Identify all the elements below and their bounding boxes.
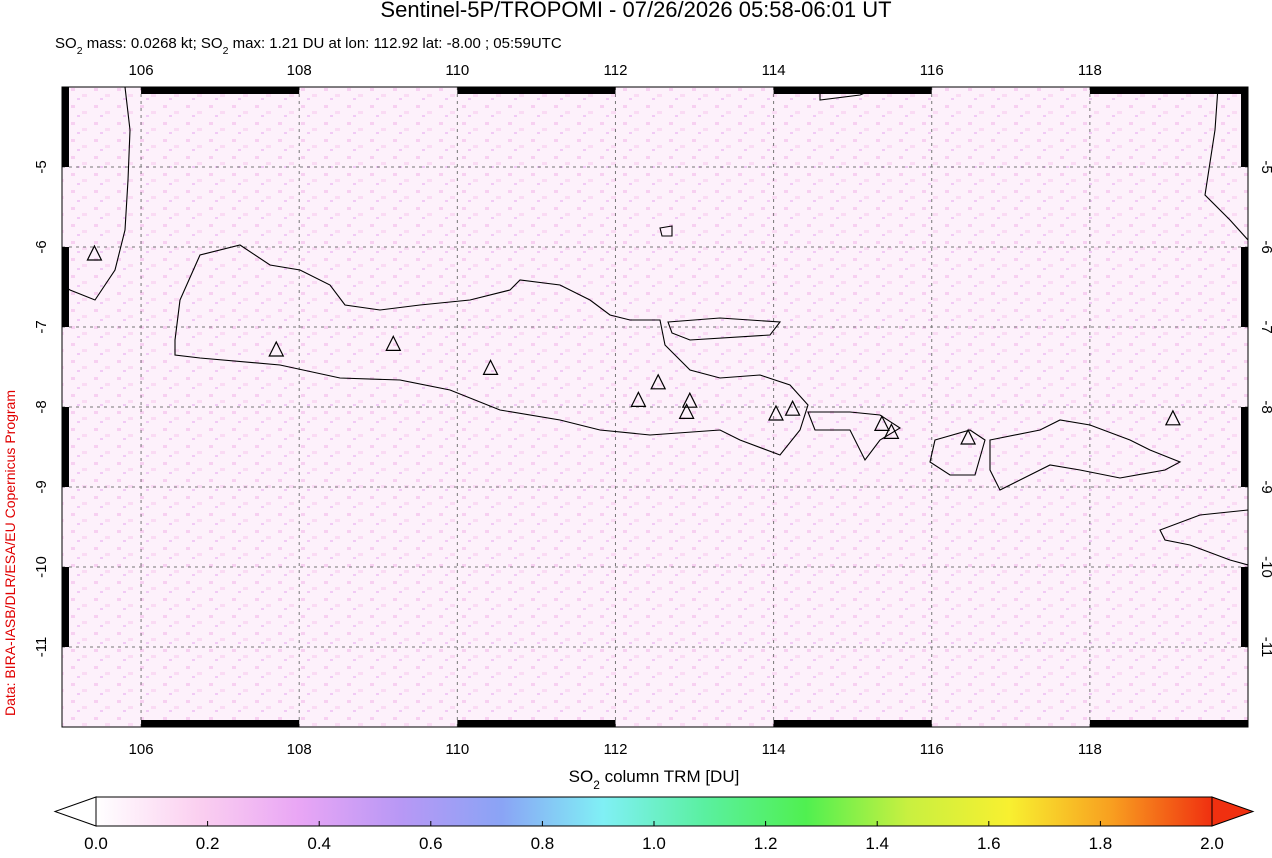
frame-bar <box>62 407 69 487</box>
frame-bar <box>1089 87 1248 94</box>
y-tick-label: -8 <box>1258 400 1272 413</box>
y-tick-label: -7 <box>1258 320 1272 333</box>
frame-bar <box>457 720 616 727</box>
y-tick-label: -5 <box>1258 160 1272 173</box>
colorbar-tick-label: 1.4 <box>865 834 889 853</box>
y-tick-label: -10 <box>33 556 50 578</box>
colorbar-tick-label: 2.0 <box>1200 834 1224 853</box>
frame-bar <box>141 720 300 727</box>
volcano <box>650 373 667 390</box>
colorbar-tick-label: 0.2 <box>196 834 220 853</box>
volcano <box>681 391 698 408</box>
volcano <box>768 404 784 421</box>
colorbar-tick-label: 0.6 <box>419 834 443 853</box>
bawean <box>659 225 673 237</box>
x-tick-label: 110 <box>445 62 469 79</box>
frame-bar <box>773 720 932 727</box>
frame-bar <box>773 87 932 94</box>
lombok <box>929 429 986 476</box>
x-tick-label: 112 <box>604 62 628 79</box>
frame-bar <box>1241 407 1248 487</box>
colorbar-tick-label: 1.8 <box>1089 834 1113 853</box>
sulawesi <box>1204 87 1248 241</box>
volcano <box>960 428 977 445</box>
y-tick-label: -9 <box>33 480 50 493</box>
volcano <box>1164 409 1181 426</box>
volcano <box>883 423 900 439</box>
text-part: SO <box>55 35 77 52</box>
volcano <box>784 399 801 416</box>
x-tick-label: 106 <box>129 741 154 758</box>
volcano <box>482 359 499 375</box>
frame-bar <box>1241 87 1248 167</box>
text-part: 2 <box>77 45 83 57</box>
text-part: 2 <box>593 778 600 792</box>
volcano <box>630 391 647 407</box>
volcano <box>268 340 285 357</box>
title: Sentinel-5P/TROPOMI - 07/26/2026 05:58-0… <box>380 0 891 22</box>
sumbawa <box>989 419 1182 491</box>
sumba <box>1159 509 1248 566</box>
frame-bar <box>141 87 300 94</box>
y-tick-label: -7 <box>33 320 50 333</box>
y-tick-label: -10 <box>1258 556 1272 578</box>
subtitle: SO2 mass: 0.0268 kt; SO2 max: 1.21 DU at… <box>55 35 562 57</box>
bali <box>807 411 902 462</box>
text-part: max: 1.21 DU at lon: 112.92 lat: -8.00 ;… <box>228 35 561 52</box>
colorbar-tick-label: 0.8 <box>531 834 555 853</box>
x-tick-label: 114 <box>762 741 786 758</box>
x-tick-label: 116 <box>920 62 944 79</box>
colorbar-tick-label: 0.0 <box>84 834 108 853</box>
y-tick-label: -6 <box>33 240 50 253</box>
frame-bar <box>1241 247 1248 327</box>
x-tick-label: 110 <box>445 741 469 758</box>
frame-bar <box>457 87 616 94</box>
sumatra <box>62 87 131 301</box>
x-tick-label: 112 <box>604 741 628 758</box>
x-tick-label: 118 <box>1078 62 1102 79</box>
text-part: 2 <box>223 45 229 57</box>
y-tick-label: -11 <box>33 637 50 658</box>
frame-bar <box>1241 567 1248 647</box>
x-tick-label: 108 <box>287 62 312 79</box>
x-tick-label: 116 <box>920 741 944 758</box>
y-tick-label: -9 <box>1258 480 1272 493</box>
colorbar-over <box>1211 796 1255 827</box>
y-tick-label: -8 <box>33 400 50 413</box>
colorbar-tick-label: 0.4 <box>307 834 331 853</box>
map-frame <box>61 86 1249 728</box>
x-tick-label: 118 <box>1078 741 1102 758</box>
volcano <box>86 244 103 261</box>
volcano <box>678 403 695 419</box>
colorbar-tick-label: 1.0 <box>642 834 666 853</box>
colorbar-tick-label: 1.2 <box>754 834 778 853</box>
colorbar-under <box>53 796 97 827</box>
java <box>174 244 809 456</box>
y-tick-label: -11 <box>1258 637 1272 658</box>
colorbar-tick-label: 1.6 <box>977 834 1001 853</box>
y-tick-label: -6 <box>1258 240 1272 253</box>
text-part: column TRM [DU] <box>600 767 740 786</box>
frame-bar <box>1089 720 1248 727</box>
text-part: SO <box>569 767 594 786</box>
x-tick-label: 108 <box>287 741 312 758</box>
colorbar-label: SO2 column TRM [DU] <box>569 767 740 792</box>
text-part: mass: 0.0268 kt; SO <box>83 35 223 52</box>
volcano <box>873 415 890 431</box>
credit: Data: BIRA-IASB/DLR/ESA/EU Copernicus Pr… <box>2 390 18 716</box>
frame-bar <box>62 567 69 647</box>
volcano <box>385 335 402 351</box>
x-tick-label: 106 <box>129 62 154 79</box>
x-tick-label: 114 <box>762 62 786 79</box>
frame-bar <box>62 87 69 167</box>
madura <box>667 317 782 341</box>
frame-bar <box>62 247 69 327</box>
y-tick-label: -5 <box>33 160 50 173</box>
